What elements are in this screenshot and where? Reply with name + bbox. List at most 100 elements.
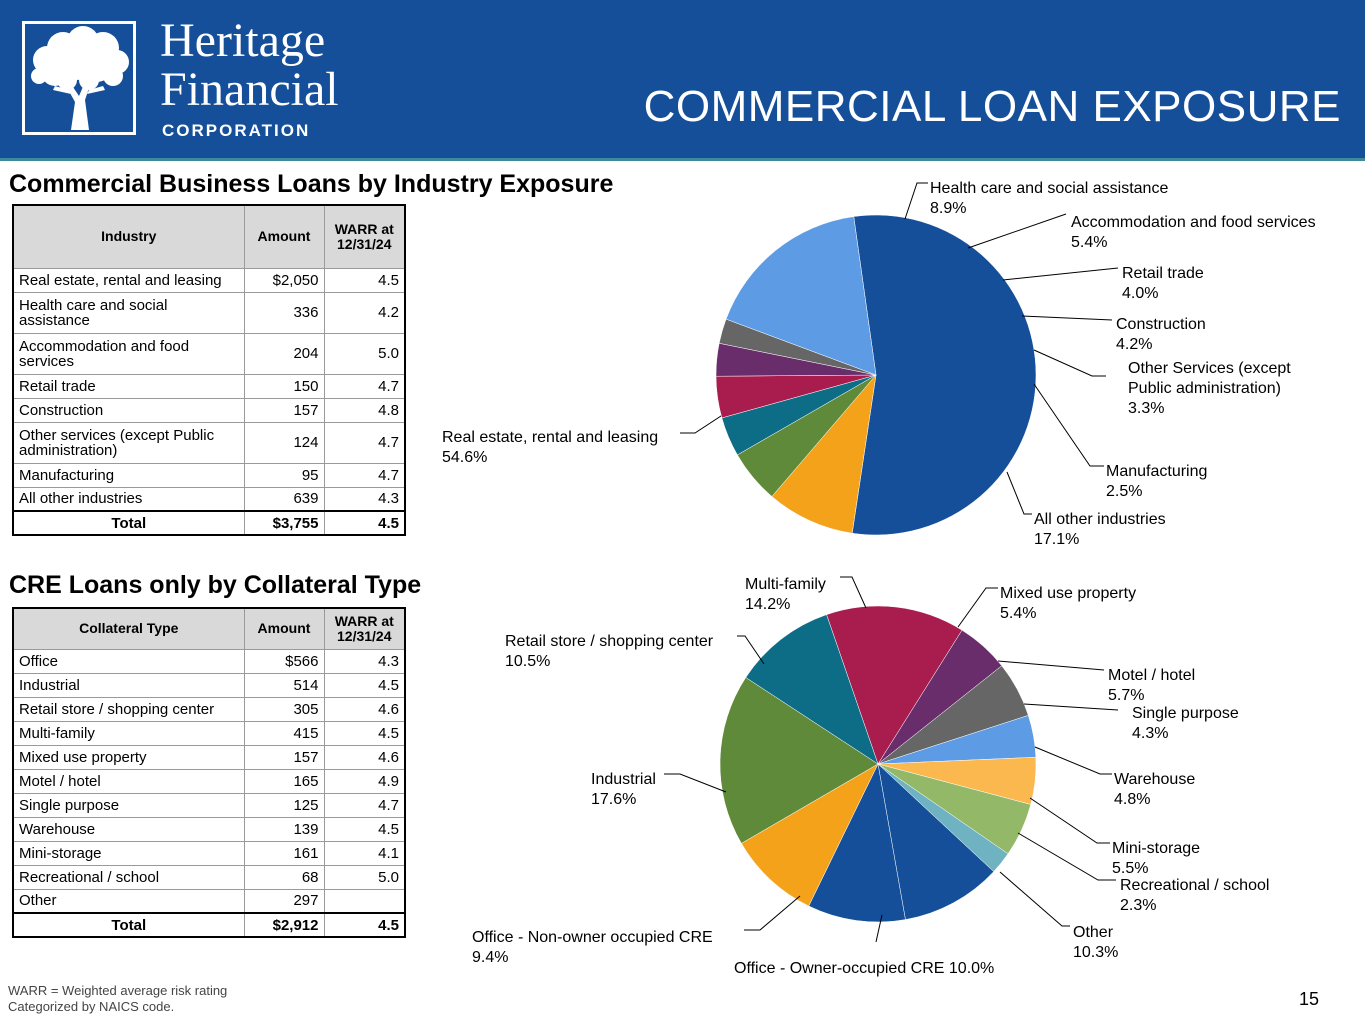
- row-amount: 125: [243, 792, 325, 818]
- pie-slice: [719, 677, 879, 844]
- slice-label: Office - Owner-occupied CRE 10.0%: [734, 960, 994, 977]
- row-label: Retail store / shopping center: [12, 696, 245, 722]
- leader-line: [1029, 797, 1110, 844]
- tree-logo-icon: [22, 21, 136, 135]
- row-amount: $566: [243, 648, 325, 674]
- row-label: Mixed use property: [12, 744, 245, 770]
- table-row: All other industries 639 4.3: [12, 486, 406, 512]
- row-warr: 4.1: [323, 840, 406, 866]
- table-row: Accommodation and food services 204 5.0: [12, 332, 406, 375]
- slice-label: Accommodation and food services 5.4%: [1071, 214, 1316, 251]
- table-row: Other services (except Public administra…: [12, 421, 406, 464]
- row-warr: 4.5: [323, 720, 406, 746]
- pie-slice: [725, 216, 877, 376]
- leader-line: [1021, 315, 1113, 321]
- table-total-row: Total $3,755 4.5: [12, 510, 406, 536]
- row-warr: 4.5: [323, 816, 406, 842]
- row-amount: 157: [243, 744, 325, 770]
- column-header: Amount: [243, 607, 325, 650]
- logo-heritage-text: Heritage: [160, 14, 326, 67]
- leader-line: [1006, 471, 1032, 515]
- row-amount: 124: [243, 421, 325, 464]
- row-label: Retail trade: [12, 373, 245, 399]
- row-warr: 4.7: [323, 421, 406, 464]
- pie-slice: [771, 374, 877, 534]
- leader-line: [1033, 383, 1104, 467]
- column-header: Amount: [243, 204, 325, 269]
- row-label: Recreational / school: [12, 864, 245, 890]
- table-total-row: Total $2,912 4.5: [12, 912, 406, 938]
- table-row: Retail trade 150 4.7: [12, 373, 406, 399]
- header-banner: Heritage Financial CORPORATION COMMERCIA…: [0, 0, 1365, 158]
- industry-section-title: Commercial Business Loans by Industry Ex…: [9, 170, 614, 198]
- row-amount: 68: [243, 864, 325, 890]
- table-row: Single purpose 125 4.7: [12, 792, 406, 818]
- collateral-section-title: CRE Loans only by Collateral Type: [9, 571, 422, 599]
- slice-label: Health care and social assistance 8.9%: [930, 180, 1168, 217]
- pie-slice: [741, 763, 879, 907]
- table-row: Recreational / school 68 5.0: [12, 864, 406, 890]
- slice-label: All other industries 17.1%: [1034, 511, 1166, 548]
- row-warr: 4.7: [323, 792, 406, 818]
- footnote: WARR = Weighted average risk rating Cate…: [8, 983, 227, 1015]
- row-warr: 4.3: [323, 648, 406, 674]
- row-amount: $2,050: [243, 267, 325, 293]
- slice-label: Manufacturing 2.5%: [1106, 463, 1207, 500]
- column-header: WARR at 12/31/24: [323, 204, 406, 269]
- pie-slice: [745, 614, 879, 765]
- leader-line: [744, 895, 801, 931]
- logo-financial-text: Financial: [160, 63, 339, 116]
- leader-line: [1023, 703, 1119, 711]
- leader-line: [904, 182, 928, 220]
- leader-line: [967, 213, 1067, 249]
- pie-slice: [877, 763, 995, 920]
- table-row: Office $566 4.3: [12, 648, 406, 674]
- leader-line: [1017, 832, 1116, 881]
- row-label: Single purpose: [12, 792, 245, 818]
- total-warr: 4.5: [323, 912, 406, 938]
- slice-label: Industrial 17.6%: [591, 771, 656, 808]
- slice-label: Other Services (except Public administrat…: [1128, 360, 1291, 417]
- leader-line: [1034, 746, 1112, 775]
- row-label: Mini-storage: [12, 840, 245, 866]
- footnote-line: Categorized by NAICS code.: [8, 999, 175, 1014]
- leader-line: [999, 871, 1070, 927]
- table-row: Motel / hotel 165 4.9: [12, 768, 406, 794]
- leader-line: [1033, 349, 1106, 377]
- pie-slice: [808, 763, 906, 923]
- table-row: Mixed use property 157 4.6: [12, 744, 406, 770]
- slice-label: Single purpose 4.3%: [1132, 705, 1239, 742]
- column-header: WARR at 12/31/24: [323, 607, 406, 650]
- row-warr: 4.5: [323, 267, 406, 293]
- row-warr: 4.5: [323, 672, 406, 698]
- slice-label: Motel / hotel 5.7%: [1108, 667, 1195, 704]
- slice-label: Mini-storage 5.5%: [1112, 840, 1200, 877]
- leader-line: [840, 576, 867, 609]
- slice-label: Real estate, rental and leasing 54.6%: [442, 429, 658, 466]
- row-warr: 4.6: [323, 744, 406, 770]
- slice-label: Multi-family 14.2%: [745, 576, 826, 613]
- leader-line: [737, 635, 765, 665]
- row-warr: 4.6: [323, 696, 406, 722]
- table-row: Multi-family 415 4.5: [12, 720, 406, 746]
- total-label: Total: [12, 912, 245, 938]
- slice-label: Other 10.3%: [1073, 924, 1118, 961]
- slice-label: Recreational / school 2.3%: [1120, 877, 1269, 914]
- pie-slice: [851, 214, 1037, 536]
- table-row: Health care and social assistance 336 4.…: [12, 291, 406, 334]
- leader-line: [664, 773, 727, 793]
- header-divider: [0, 158, 1365, 161]
- slice-label: Retail trade 4.0%: [1122, 265, 1204, 302]
- slice-label: Retail store / shopping center 10.5%: [505, 633, 714, 670]
- table-row: Retail store / shopping center 305 4.6: [12, 696, 406, 722]
- footnote-line: WARR = Weighted average risk rating: [8, 983, 228, 998]
- slice-label: Office - Non-owner occupied CRE 9.4%: [472, 929, 713, 966]
- leader-line: [875, 914, 883, 943]
- table-row: Other 297: [12, 888, 406, 914]
- total-label: Total: [12, 510, 245, 536]
- total-amount: $2,912: [243, 912, 325, 938]
- page-title: COMMERCIAL LOAN EXPOSURE: [643, 82, 1341, 131]
- row-warr: 4.8: [323, 397, 406, 423]
- row-amount: 639: [243, 486, 325, 512]
